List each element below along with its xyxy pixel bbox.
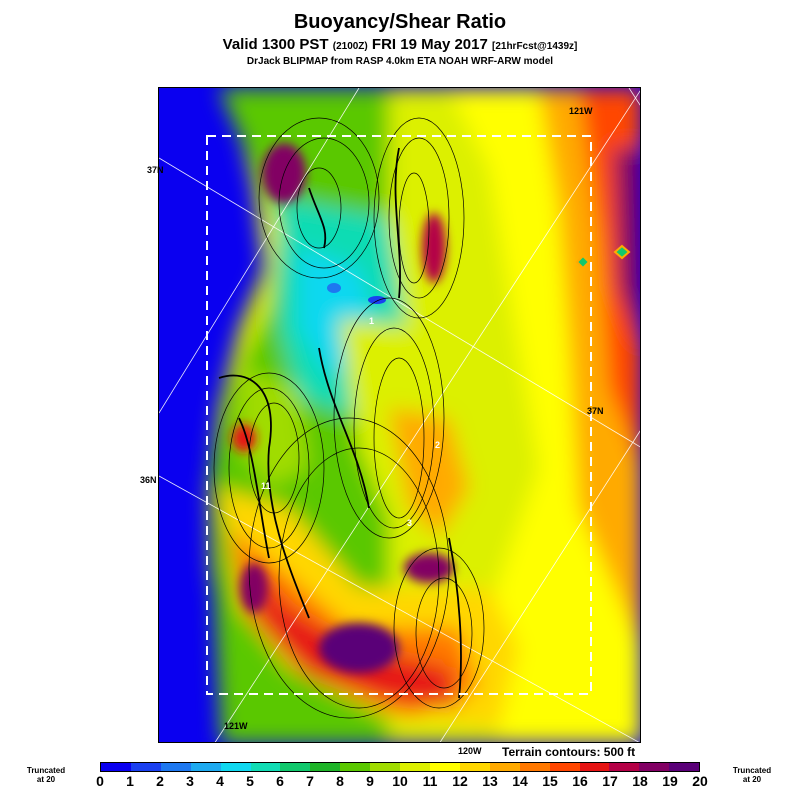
valid-time-main: Valid 1300 PST [222,36,329,53]
color-tick-label: 13 [482,773,498,789]
color-tick-label: 11 [422,773,438,789]
contour-label-1: 1 [369,316,375,326]
color-tick-label: 10 [392,773,408,789]
color-swatch [459,763,490,771]
color-tick-label: 5 [246,773,254,789]
color-tick-label: 12 [452,773,468,789]
color-swatch [280,763,311,771]
contour-label-2: 2 [435,440,441,450]
color-tick-label: 19 [662,773,678,789]
color-tick-label: 8 [336,773,344,789]
color-swatch [609,763,640,771]
color-tick-label: 7 [306,773,314,789]
color-swatch [340,763,371,771]
analysis-box [206,135,592,695]
color-tick-label: 6 [276,773,284,789]
colorbar-right-truncation: Truncated at 20 [732,766,772,784]
color-swatch [130,763,161,771]
color-swatch [669,763,700,771]
valid-date: FRI 19 May 2017 [371,36,488,53]
buoyancy-shear-map[interactable]: 122W 121W 37N 121W 1 2 3 11 [158,87,641,743]
lon-120-label: 120W [458,746,482,756]
color-scale-bar [100,762,700,772]
lon-121-bottom-label: 121W [224,721,248,731]
color-tick-label: 15 [542,773,558,789]
color-swatch [190,763,221,771]
color-tick-label: 14 [512,773,528,789]
color-swatch [310,763,341,771]
color-swatch [160,763,191,771]
lon-122-label: 122W [337,87,361,88]
lon-121-label: 121W [569,106,593,116]
color-swatch [519,763,550,771]
forecast-info: [21hrFcst@1439z] [492,41,578,52]
utc-time: (2100Z) [332,41,368,52]
color-swatch [101,763,131,771]
lat-37-right-label: 37N [587,406,604,416]
color-swatch [400,763,430,771]
model-credit: DrJack BLIPMAP from RASP 4.0km ETA NOAH … [246,56,554,67]
valid-time: Valid 1300 PST (2100Z) FRI 19 May 2017 [… [0,36,800,53]
color-tick-label: 16 [572,773,588,789]
color-swatch [220,763,251,771]
color-swatch [250,763,281,771]
low-ratio-patch [368,296,386,304]
color-tick-label: 0 [96,773,104,789]
color-swatch [579,763,610,771]
lat-37-left-label: 37N [147,165,164,175]
color-tick-label: 4 [216,773,224,789]
color-tick-label: 18 [632,773,648,789]
color-tick-label: 17 [602,773,618,789]
contour-label-3: 3 [407,518,413,528]
colorbar-left-truncation: Truncated at 20 [26,766,66,784]
color-tick-label: 20 [692,773,708,789]
color-tick-label: 3 [186,773,194,789]
map-field [159,88,640,742]
color-tick-label: 9 [366,773,374,789]
terrain-contour-note: Terrain contours: 500 ft [502,745,636,759]
contour-label-11: 11 [261,481,271,491]
color-tick-label: 2 [156,773,164,789]
map-title: Buoyancy/Shear Ratio [293,11,507,33]
color-swatch [549,763,580,771]
lat-36-label: 36N [140,475,157,485]
color-tick-label: 1 [126,773,134,789]
color-swatch [370,763,401,771]
color-swatch [489,763,520,771]
color-swatch [639,763,670,771]
color-swatch [429,763,460,771]
